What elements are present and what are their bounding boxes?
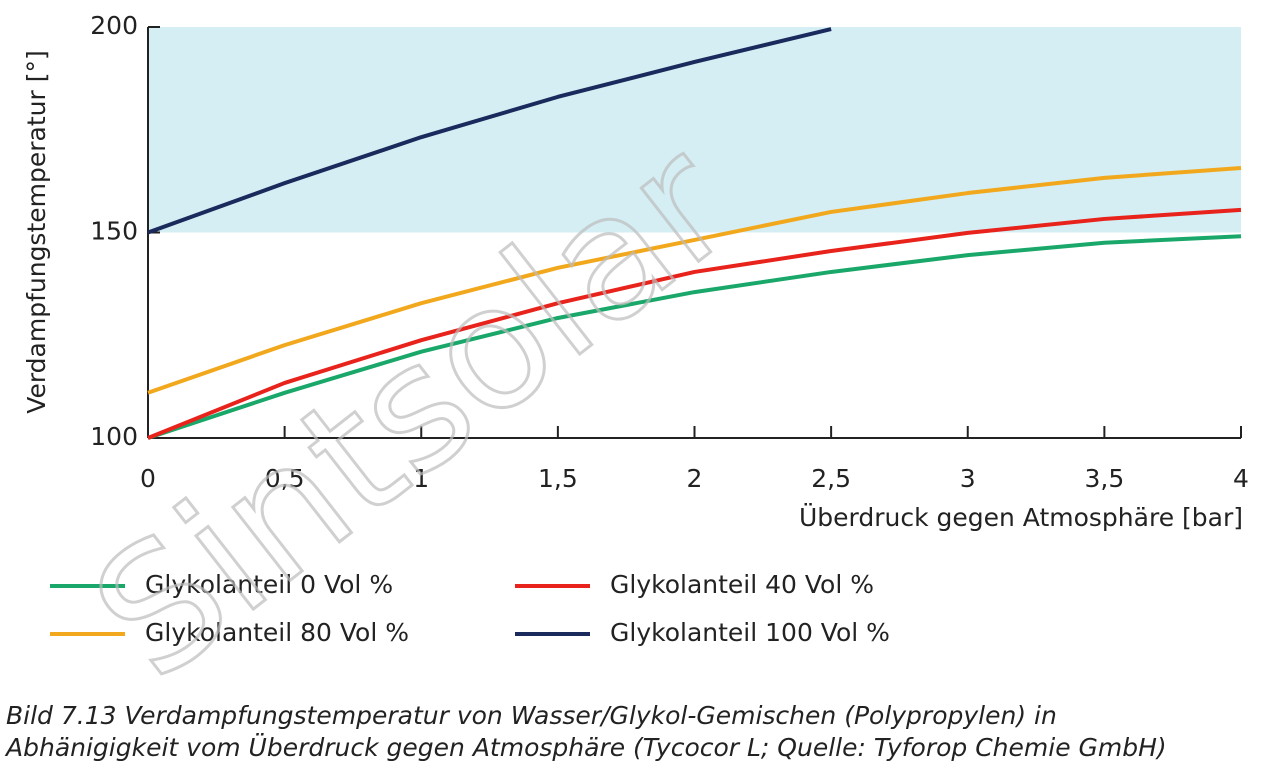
x-axis-label: Überdruck gegen Atmosphäre [bar] (799, 503, 1243, 532)
series-line (147, 165, 1242, 395)
y-tick-label: 100 (90, 422, 138, 451)
series-line (147, 234, 1242, 440)
y-tick-label: 150 (90, 217, 138, 246)
x-tick-label: 0,5 (265, 464, 305, 493)
x-tick-label: 3 (960, 464, 976, 493)
x-tick-label: 4 (1233, 464, 1249, 493)
legend-label: Glykolanteil 40 Vol % (610, 570, 874, 599)
series-line (147, 207, 1242, 440)
y-tick-label: 200 (90, 11, 138, 40)
legend-label: Glykolanteil 100 Vol % (610, 618, 890, 647)
x-tick-label: 1,5 (538, 464, 578, 493)
x-tick-label: 3,5 (1084, 464, 1124, 493)
y-axis-label: Verdampfungstemperatur [°] (22, 50, 51, 413)
x-tick-label: 2,5 (811, 464, 851, 493)
x-tick-label: 0 (140, 464, 156, 493)
x-tick-label: 2 (687, 464, 703, 493)
series-line (147, 27, 832, 235)
legend-label: Glykolanteil 80 Vol % (145, 618, 409, 647)
legend-label: Glykolanteil 0 Vol % (145, 570, 393, 599)
caption-line: Bild 7.13 Verdampfungstemperatur von Was… (6, 701, 1057, 730)
x-tick-label: 1 (413, 464, 429, 493)
caption-line: Abhänigigkeit vom Überdruck gegen Atmosp… (4, 733, 1167, 762)
